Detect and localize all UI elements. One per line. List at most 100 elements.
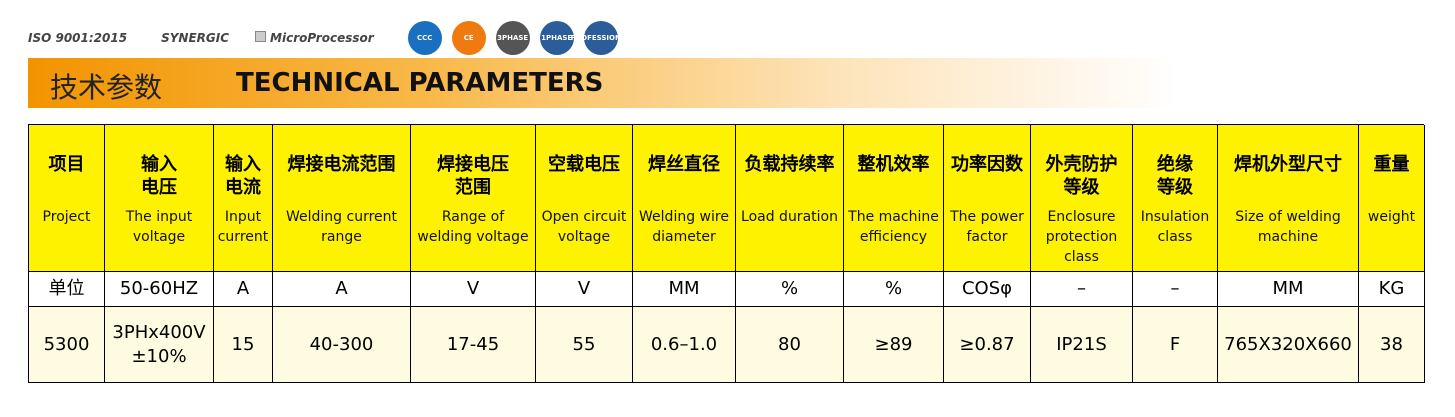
zh-line: 重量: [1373, 154, 1410, 175]
header-en: weight: [1359, 207, 1424, 227]
header-cell: 重量 weight: [1359, 125, 1425, 272]
title-band: 技术参数 TECHNICAL PARAMETERS: [28, 58, 1178, 108]
en-line: welding voltage: [417, 229, 529, 245]
header-en: Range of welding voltage: [411, 207, 535, 247]
zh-line: 焊丝直径: [648, 154, 720, 175]
cell-text: 单位: [48, 278, 85, 299]
cell-text: 80: [778, 333, 801, 355]
table-cell: 40-300: [273, 307, 411, 383]
cell-text: MM: [668, 278, 700, 299]
cell-text: %: [780, 278, 799, 299]
en-line: The input: [125, 209, 193, 225]
cert-badge: PROFESSIONAL: [571, 21, 631, 55]
header-zh: 输入 电流: [214, 153, 272, 199]
cert-badge: 1PHASE: [539, 21, 574, 55]
cell-line: 3PHx400V: [112, 321, 206, 343]
en-line: Open circuit: [541, 209, 627, 225]
header-cell: 整机效率 The machine efficiency: [844, 125, 944, 272]
header-zh: 重量: [1359, 153, 1424, 176]
table-cell: %: [736, 272, 844, 307]
header-en: Load duration: [736, 207, 843, 227]
header-zh: 焊丝直径: [633, 153, 735, 176]
en-line: class: [1157, 229, 1193, 245]
zh-line: 整机效率: [857, 154, 930, 175]
en-line: Enclosure: [1047, 209, 1116, 225]
header-zh: 功率因数: [944, 153, 1030, 176]
zh-line: 绝缘: [1157, 154, 1193, 175]
zh-line: 电流: [225, 177, 261, 198]
header-cell: 功率因数 The power factor: [944, 125, 1031, 272]
header-en: Welding current range: [273, 207, 410, 247]
en-line: class: [1064, 249, 1099, 265]
header-en: Input current: [214, 207, 272, 247]
table-cell: 80: [736, 307, 844, 383]
header-en: Open circuit voltage: [536, 207, 632, 247]
cell-text: ≥89: [874, 333, 913, 355]
header-en: Project: [29, 207, 104, 227]
cell-text: MM: [1272, 278, 1304, 299]
cell-text: 765X320X660: [1224, 333, 1352, 355]
header-cell: 输入 电流 Input current: [214, 125, 273, 272]
zh-line: 项目: [48, 154, 85, 175]
header-en: Welding wire diameter: [633, 207, 735, 247]
cell-text: COSφ: [961, 278, 1013, 299]
cell-text: 55: [572, 333, 596, 355]
zh-line: 等级: [1157, 177, 1193, 198]
cell-text: F: [1169, 333, 1181, 355]
table-cell: 15: [214, 307, 273, 383]
top-bar: ISO 9001:2015 SYNERGIC MicroProcessor CC…: [28, 21, 631, 55]
table-cell: V: [536, 272, 633, 307]
cell-text: 5300: [43, 333, 90, 355]
cell-text: IP21S: [1056, 333, 1107, 355]
header-cell: 绝缘 等级 Insulation class: [1133, 125, 1218, 272]
cell-text: 0.6–1.0: [650, 333, 718, 355]
table-cell: 5300: [29, 307, 105, 383]
table-cell: ≥89: [844, 307, 944, 383]
header-en: The power factor: [944, 207, 1030, 247]
cell-text: A: [236, 278, 250, 299]
cert-badge: CE: [451, 21, 486, 55]
header-cell: 项目 Project: [29, 125, 105, 272]
table-cell: A: [273, 272, 411, 307]
header-zh: 外壳防护 等级: [1031, 153, 1132, 199]
zh-line: 外壳防护: [1045, 154, 1118, 175]
zh-line: 等级: [1063, 177, 1100, 198]
table-cell: 3PHx400V ±10%: [105, 307, 214, 383]
cell-text: 17-45: [446, 333, 500, 355]
table-cell: COSφ: [944, 272, 1031, 307]
table-cell: V: [411, 272, 536, 307]
en-line: factor: [966, 229, 1008, 245]
header-en: The input voltage: [105, 207, 213, 247]
zh-line: 负载持续率: [744, 154, 835, 175]
cell-text: V: [466, 278, 480, 299]
header-zh: 负载持续率: [736, 153, 843, 176]
header-zh: 空载电压: [536, 153, 632, 176]
en-line: efficiency: [859, 229, 928, 245]
table-cell: 单位: [29, 272, 105, 307]
header-cell: 输入 电压 The input voltage: [105, 125, 214, 272]
micro-label: MicroProcessor: [255, 31, 374, 45]
header-cell: 焊机外型尺寸 Size of welding machine: [1218, 125, 1359, 272]
header-zh: 绝缘 等级: [1133, 153, 1217, 199]
zh-line: 焊接电压: [437, 154, 509, 175]
cell-text: 40-300: [309, 333, 374, 355]
parameter-table: 项目 Project 单位 5300 输入 电压 The input voltage 50-60…: [28, 124, 1425, 383]
en-line: diameter: [652, 229, 716, 245]
zh-line: 输入: [141, 154, 177, 175]
cell-text: KG: [1378, 278, 1405, 299]
en-line: Welding wire: [639, 209, 729, 225]
en-line: The machine: [848, 209, 939, 225]
micro-text: MicroProcessor: [270, 31, 374, 45]
en-line: range: [321, 229, 362, 245]
iso-label: ISO 9001:2015: [28, 31, 128, 45]
table-cell: 50-60HZ: [105, 272, 214, 307]
header-cell: 空载电压 Open circuit voltage: [536, 125, 633, 272]
zh-line: 范围: [455, 177, 491, 198]
header-cell: 负载持续率 Load duration: [736, 125, 844, 272]
table-cell: 0.6–1.0: [633, 307, 736, 383]
header-en: Insulation class: [1133, 207, 1217, 247]
table-cell: F: [1133, 307, 1218, 383]
cell-text: 15: [231, 333, 255, 355]
en-line: current: [217, 229, 269, 245]
